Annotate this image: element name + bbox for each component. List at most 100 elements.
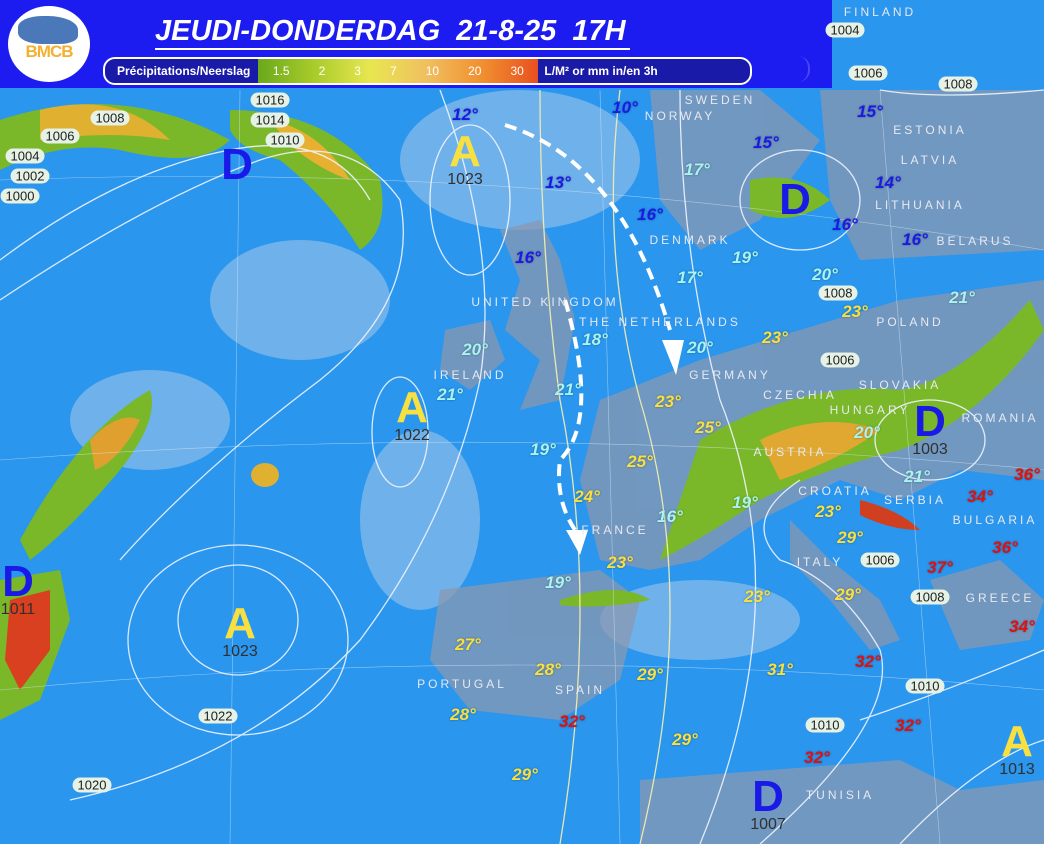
isobar-label: 1006 [848,65,888,81]
bmcb-logo: BMCB [8,6,90,82]
temperature-label: 36° [1014,465,1040,484]
isobar-label: 1002 [10,168,50,184]
country-label: ESTONIA [893,123,967,137]
temperature-label: 17° [684,160,710,179]
temperature-label: 21° [949,288,975,307]
country-label: CZECHIA [763,388,837,402]
temperature-label: 32° [855,652,881,671]
temperature-label: 29° [637,665,663,684]
temperature-label: 25° [695,418,721,437]
temperature-label: 19° [732,493,758,512]
isobar-label: 1008 [910,589,950,605]
country-label: FRANCE [581,523,649,537]
temperature-label: 15° [857,102,883,121]
temperature-label: 20° [854,423,880,442]
legend-color-scale: 1.5 2 3 7 10 20 30 [258,59,539,83]
temperature-label: 19° [732,248,758,267]
country-label: SERBIA [883,493,947,507]
temperature-label: 16° [832,215,858,234]
isobar-label: 1010 [265,132,305,148]
temperature-label: 29° [512,765,538,784]
pressure-value: 1022 [394,427,430,444]
isobar-label: 1008 [818,285,858,301]
temperature-label: 18° [582,330,608,349]
isobar-label: 1010 [905,678,945,694]
temperature-label: 13° [545,173,571,192]
pressure-value: 1003 [912,441,948,458]
low-pressure-center: D 1003 [912,400,948,458]
legend-tick: 30 [510,64,524,78]
temperature-label: 21° [437,385,463,404]
belgium-map-icon [18,16,78,44]
legend-tick: 3 [354,64,361,78]
pressure-letter: A [396,383,428,432]
country-label: LITHUANIA [875,198,965,212]
airflow-arrows [504,123,672,532]
temperature-label: 25° [627,452,653,471]
temperature-label: 34° [967,487,993,506]
pressure-value: 1013 [999,761,1035,778]
temperature-label: 16° [637,205,663,224]
country-label: IRELAND [433,368,507,382]
temperature-label: 14° [875,173,901,192]
temperature-label: 29° [835,585,861,604]
isobar-label: 1014 [250,112,290,128]
pressure-value: 1011 [0,601,36,618]
temperature-label: 16° [902,230,928,249]
graticule [0,89,1044,844]
isobar-label: 1006 [860,552,900,568]
pressure-value: 1023 [222,643,258,660]
temperature-label: 23° [842,302,868,321]
temperature-label: 37° [927,558,953,577]
isobar-label: 1004 [825,22,865,38]
pressure-letter: D [779,175,811,224]
pressure-letter: A [1001,717,1033,766]
temperature-label: 19° [530,440,556,459]
high-pressure-center: A 1022 [394,383,430,444]
low-pressure-center: D [221,143,253,187]
country-label: AUSTRIA [753,445,827,459]
country-label: BULGARIA [952,513,1038,527]
pressure-value: 1023 [447,171,483,188]
temperature-label: 32° [804,748,830,767]
temperature-label: 19° [545,573,571,592]
legend-tick: 10 [425,64,440,78]
temperature-label: 17° [677,268,703,287]
legend-tick: 1.5 [272,64,290,78]
country-label: NORWAY [644,109,716,123]
temperature-label: 20° [812,265,838,284]
header-banner: BMCB JEUDI-DONDERDAG 21-8-25 17H Précipi… [0,0,832,88]
isobar-label: 1016 [250,92,290,108]
temperature-label: 16° [657,507,683,526]
temperature-label: 23° [655,392,681,411]
country-label: BELARUS [936,234,1014,248]
country-label: ITALY [796,555,844,569]
country-label: ROMANIA [961,411,1039,425]
isobar-label: 1006 [820,352,860,368]
high-pressure-center: A 1013 [999,717,1035,778]
country-label: SPAIN [554,683,606,697]
isobar-label: 1008 [938,76,978,92]
logo-text: BMCB [25,42,74,61]
temperature-label: 23° [607,553,633,572]
country-label: SLOVAKIA [858,378,942,392]
temperature-label: 15° [753,133,779,152]
temperature-label: 20° [687,338,713,357]
isobar-label: 1000 [0,188,40,204]
legend-tick: 2 [318,64,326,78]
temperature-label: 12° [452,105,478,124]
high-pressure-center: A 1023 [447,130,483,188]
country-label: THE NETHERLANDS [579,315,741,329]
isobars [0,89,1044,844]
temperature-label: 10° [612,98,638,117]
legend-unit: L/M² or mm in/en 3h [544,64,658,78]
country-label: LATVIA [900,153,960,167]
temperature-label: 23° [744,587,770,606]
country-label: GREECE [965,591,1035,605]
precipitation [0,104,1044,720]
legend-tick: 7 [390,64,397,78]
legend-label: Précipitations/Neerslag [117,64,251,78]
page-title: JEUDI-DONDERDAG 21-8-25 17H [155,14,630,50]
isobar-label: 1006 [40,128,80,144]
